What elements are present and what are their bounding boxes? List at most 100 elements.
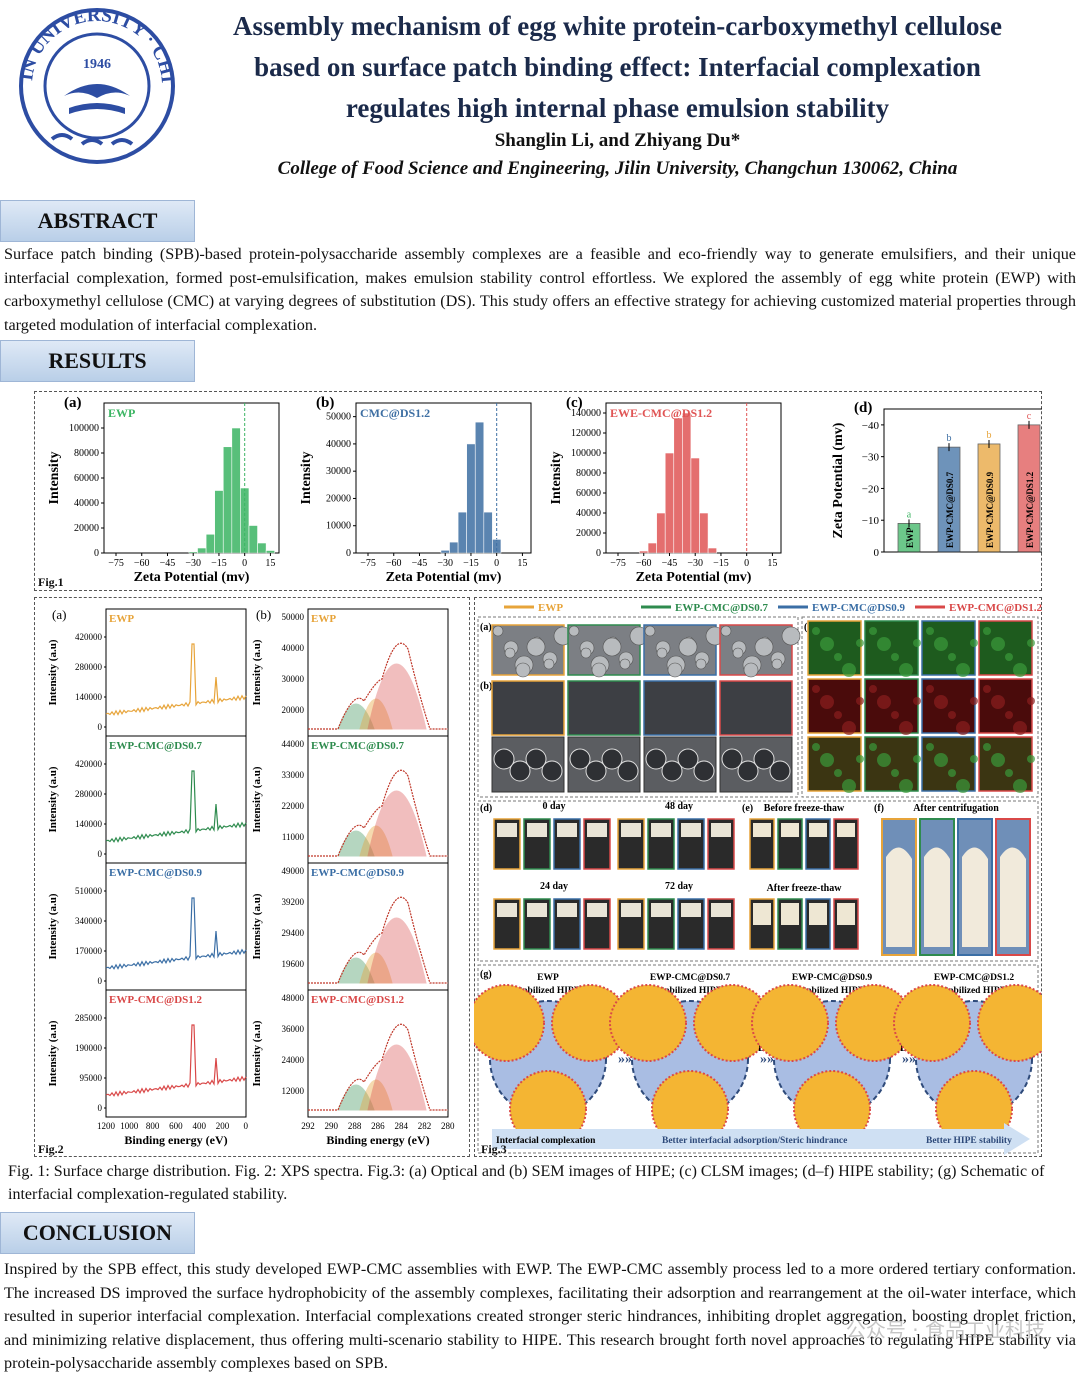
clsm-droplet [991, 637, 1005, 651]
clsm-droplet [1013, 779, 1027, 793]
survey-label: EWP-CMC@DS1.2 [109, 994, 203, 1006]
y-tick-label: 30000 [326, 466, 351, 477]
emulsion-layer [651, 903, 671, 917]
day-label: 48 day [665, 801, 693, 812]
droplet [602, 637, 622, 657]
clsm-droplet [812, 743, 820, 751]
clsm-droplet [926, 627, 934, 635]
oil-droplet [935, 1070, 1013, 1148]
x-tick-label: 282 [418, 1121, 432, 1131]
panel-label-a: (a) [52, 607, 66, 622]
chevron-icon: »» [618, 1052, 632, 1067]
y-tick-label: 40000 [74, 498, 99, 509]
clsm-droplet [869, 685, 877, 693]
oil-droplet [609, 984, 687, 1062]
emulsion-layer [681, 823, 701, 837]
droplet [743, 662, 759, 678]
y-tick-label: 20000 [326, 493, 351, 504]
droplet [781, 626, 801, 646]
sem-droplet [769, 760, 791, 782]
y-tick-label: 12000 [282, 1086, 305, 1096]
y-tick-label: 170000 [75, 946, 103, 956]
clsm-droplet [926, 685, 934, 693]
x-tick-label: 284 [394, 1121, 408, 1131]
y-tick-label: 36000 [282, 1024, 305, 1034]
y-tick-label: 0 [874, 547, 880, 559]
sem-droplet [753, 748, 775, 770]
abstract-heading: ABSTRACT [0, 200, 195, 242]
y-tick-label: 50000 [282, 612, 305, 622]
figure-caption: Fig. 1: Surface charge distribution. Fig… [8, 1163, 1045, 1203]
fig2-label: Fig.2 [38, 1142, 64, 1156]
c1s-peak-3 [367, 663, 427, 730]
x-tick-label: 1200 [97, 1121, 116, 1131]
c1s-fit [308, 1023, 448, 1111]
sem-image [719, 680, 793, 736]
emulsion-layer [497, 903, 517, 917]
clsm-droplet [1005, 653, 1013, 661]
emulsion-layer [781, 823, 799, 837]
c1s-peak-2 [359, 952, 393, 984]
droplet [619, 658, 631, 670]
sem-droplet [677, 748, 699, 770]
y-tick-label: 39200 [282, 897, 305, 907]
y-axis-label: Intensity (a.u) [251, 639, 263, 705]
legend-label: EWE-CMC@DS1.2 [610, 406, 712, 420]
x-tick-label: −30 [687, 558, 703, 569]
day-label: 0 day [542, 801, 565, 812]
hist-bar [248, 525, 258, 554]
schematic-label: stabilized HIPE [800, 986, 864, 996]
y-tick-label: 40000 [326, 439, 351, 450]
y-tick-label: 80000 [74, 448, 99, 459]
panel-label-e: (e) [742, 803, 753, 814]
fig1-hist-2: 0 20000 40000 60000 80000 100000 120000 140000 −… [549, 395, 782, 585]
hist-bar [707, 547, 717, 554]
sem-image [491, 680, 565, 736]
fig1-label: Fig.1 [38, 575, 64, 589]
authors: Shanglin Li, and Zhiyang Du* [494, 130, 741, 151]
title-line-1: Assembly mechanism of egg white protein-… [233, 11, 1002, 41]
x-axis-label: Zeta Potential (mv) [636, 570, 752, 585]
clsm-droplet [956, 721, 970, 735]
x-tick-label: 800 [146, 1121, 160, 1131]
day-label: 24 day [540, 881, 568, 892]
bar-category-label: EWP-CMC@DS1.2 [1025, 471, 1035, 548]
c1s-peak-3 [367, 1044, 427, 1111]
bar-category-label: EWP-CMC@DS0.9 [985, 471, 995, 548]
clsm-droplet [970, 697, 978, 705]
emulsion-layer [711, 823, 731, 837]
legend-label: CMC@DS1.2 [360, 406, 430, 420]
clsm-droplet [891, 769, 899, 777]
sem-droplet [525, 748, 547, 770]
plot-frame [883, 408, 1042, 553]
c1s-label: EWP-CMC@DS0.7 [311, 740, 405, 752]
hist-bar [492, 539, 502, 554]
hist-bar [231, 427, 241, 554]
schematic-frame [477, 964, 1039, 1154]
y-tick-label: 29400 [282, 928, 305, 938]
emulsion-layer [753, 823, 771, 837]
panel-label-b: (b) [480, 681, 492, 692]
panel-label-d: (d) [480, 803, 492, 814]
clsm-droplet [948, 711, 956, 719]
x-tick-label: 286 [371, 1121, 385, 1131]
chevron-icon: »» [902, 1052, 916, 1067]
hist-bar [647, 542, 657, 554]
hist-bar [474, 421, 485, 554]
clsm-droplet [834, 653, 842, 661]
sem-droplet [509, 760, 531, 782]
clsm-droplet [991, 753, 1005, 767]
survey-spectrum [105, 897, 247, 970]
sem-droplet [601, 748, 623, 770]
droplet [754, 637, 774, 657]
hist-bar [214, 490, 224, 554]
clsm-droplet [891, 653, 899, 661]
survey-spectrum [105, 770, 247, 843]
schematic-label: stabilized HIPE [942, 986, 1006, 996]
clsm-droplet [948, 769, 956, 777]
y-axis-label: Intensity (a.u) [47, 766, 59, 832]
y-tick-label: 20000 [282, 705, 305, 715]
affiliation: College of Food Science and Engineering,… [277, 158, 958, 179]
fig3-frame [474, 597, 1042, 1157]
